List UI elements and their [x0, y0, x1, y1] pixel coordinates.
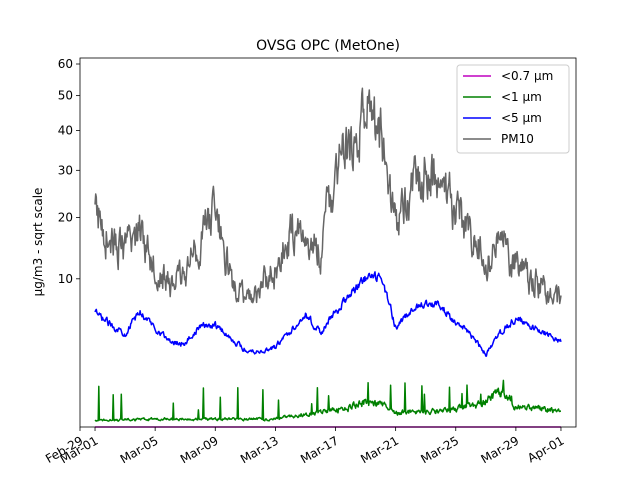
legend-label-2: <5 µm [501, 111, 542, 125]
series-line-1 [94, 379, 562, 422]
y-tick-label-5: 60 [58, 57, 73, 71]
series-line-2 [94, 271, 562, 357]
legend-label-3: PM10 [501, 132, 534, 146]
legend-box [456, 64, 570, 154]
legend-label-1: <1 µm [501, 90, 542, 104]
plot-frame [79, 57, 577, 428]
y-tick-label-0: 10 [58, 272, 73, 286]
legend-label-0: <0.7 µm [501, 69, 553, 83]
legend: <0.7 µm <1 µm <5 µm PM10 [456, 64, 570, 154]
chart-title: OVSG OPC (MetOne) [256, 38, 400, 54]
series-line-3 [94, 87, 562, 305]
y-tick-label-1: 20 [58, 210, 73, 224]
y-tick-label-4: 50 [58, 89, 73, 103]
y-tick-label-2: 30 [58, 163, 73, 177]
y-axis-label: µg/m3 - sqrt scale [31, 188, 45, 297]
y-tick-label-3: 40 [58, 124, 73, 138]
y-axis: 10 20 30 40 50 60 [58, 57, 80, 286]
